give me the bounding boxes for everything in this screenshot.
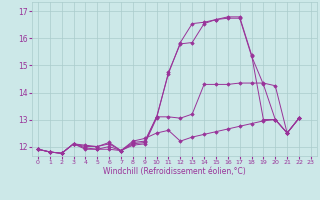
X-axis label: Windchill (Refroidissement éolien,°C): Windchill (Refroidissement éolien,°C) xyxy=(103,167,246,176)
